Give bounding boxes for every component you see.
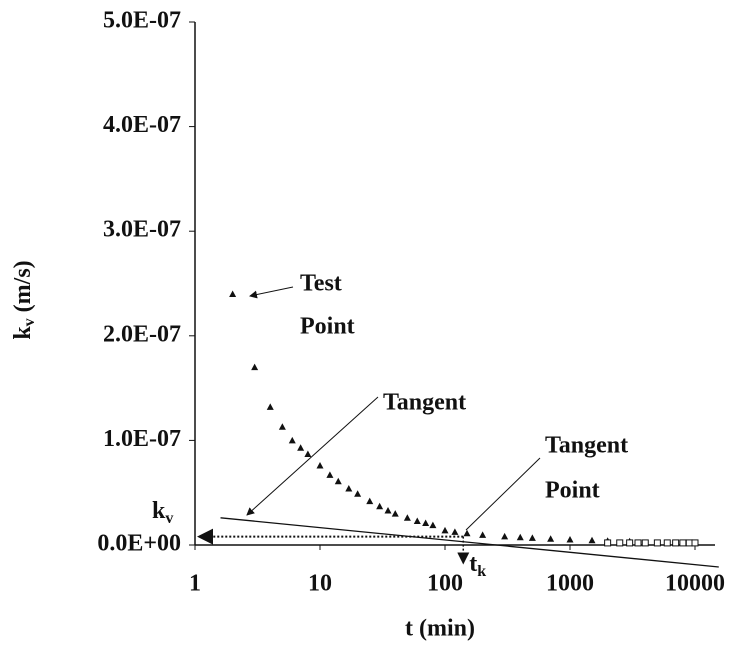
tangent-line (220, 517, 719, 568)
triangle-marker (266, 403, 274, 410)
square-marker (634, 539, 642, 547)
annotation: Point (300, 314, 355, 340)
x-tick-label: 1 (189, 571, 201, 597)
triangle-marker (384, 506, 392, 514)
triangle-marker (366, 497, 374, 505)
triangle-marker (304, 450, 312, 457)
tk-label: tk (469, 551, 486, 580)
annotation: Tangent (383, 390, 466, 416)
square-marker (685, 539, 693, 547)
triangle-marker (528, 534, 536, 541)
triangle-marker (413, 517, 421, 524)
triangle-marker (278, 423, 286, 430)
tk-base: t (469, 551, 477, 577)
square-marker (691, 539, 699, 547)
annotation-line (465, 457, 541, 531)
tk-sub: k (477, 563, 486, 580)
x-tick-label: 100 (427, 571, 463, 597)
triangle-marker (334, 477, 342, 485)
triangle-marker (422, 519, 430, 527)
y-tick-label: 5.0E-07 (103, 8, 181, 34)
annotation-arrow (249, 286, 294, 299)
annotation: Test (300, 271, 342, 297)
triangle-marker (588, 536, 596, 544)
triangle-marker (451, 528, 459, 535)
triangle-marker (566, 536, 574, 543)
kv-label: kv (152, 498, 173, 527)
y-tick-label: 3.0E-07 (103, 217, 181, 243)
square-marker (616, 539, 624, 547)
annotation: Point (545, 478, 600, 504)
triangle-marker (501, 532, 509, 540)
triangle-marker (326, 471, 334, 478)
triangle-marker (547, 535, 555, 542)
annotation-arrow (246, 396, 379, 516)
triangle-marker (516, 533, 524, 541)
square-marker (604, 539, 612, 547)
square-marker (672, 539, 680, 547)
square-marker (626, 539, 634, 547)
triangle-marker (463, 529, 471, 537)
annotation: Tangent (545, 433, 628, 459)
square-marker (641, 539, 649, 547)
x-axis-title: t (min) (405, 616, 475, 642)
triangle-marker (391, 510, 399, 517)
triangle-marker (479, 531, 487, 538)
square-marker (663, 539, 671, 547)
y-tick-label: 0.0E+00 (97, 531, 181, 557)
triangle-marker (376, 502, 384, 510)
triangle-marker (441, 526, 449, 534)
square-marker (679, 539, 687, 547)
x-tick-label: 10000 (665, 571, 725, 597)
triangle-marker (354, 490, 362, 497)
triangle-marker (288, 436, 296, 444)
triangle-marker (229, 290, 237, 297)
x-tick-label: 10 (308, 571, 332, 597)
x-tick-label: 1000 (546, 571, 594, 597)
triangle-marker (403, 514, 411, 521)
triangle-marker (429, 521, 437, 529)
square-marker (653, 539, 661, 547)
y-axis-title: kv (m/s) (10, 260, 38, 339)
y-tick-label: 2.0E-07 (103, 321, 181, 347)
y-tick-label: 1.0E-07 (103, 426, 181, 452)
triangle-marker (316, 462, 324, 469)
triangle-marker (297, 444, 305, 451)
triangle-marker (251, 363, 259, 371)
triangle-marker (345, 485, 353, 492)
y-tick-label: 4.0E-07 (103, 112, 181, 138)
